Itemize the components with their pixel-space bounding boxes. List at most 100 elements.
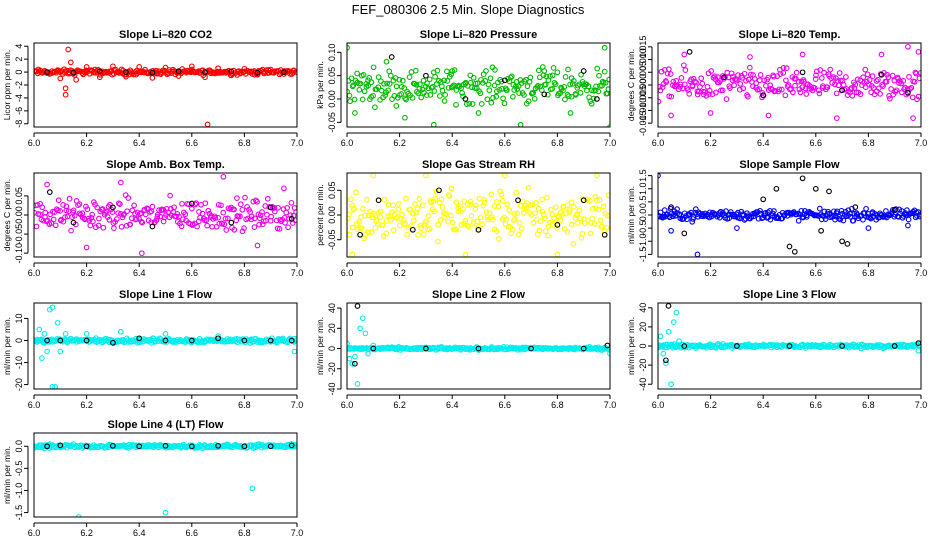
plot-frame xyxy=(346,302,611,390)
panel-title: Slope Line 4 (LT) Flow xyxy=(108,419,224,431)
band-point xyxy=(699,80,706,87)
band-point xyxy=(432,73,438,80)
band-point xyxy=(727,85,733,91)
band-point xyxy=(446,193,453,199)
band-point xyxy=(539,196,546,203)
black-point xyxy=(423,345,429,352)
band-point xyxy=(268,213,274,220)
band-point xyxy=(386,81,393,87)
band-point xyxy=(889,72,896,79)
band-point xyxy=(771,208,777,214)
band-point xyxy=(124,208,130,215)
band-point xyxy=(605,192,610,199)
y-tick-label: 40 xyxy=(327,303,337,313)
band-point xyxy=(133,216,140,222)
data-point xyxy=(541,68,548,74)
band-point xyxy=(530,220,537,226)
data-point xyxy=(149,75,156,81)
points-layer xyxy=(34,304,297,389)
x-tick-label: 6.4 xyxy=(757,400,770,410)
x-tick-label: 6.6 xyxy=(186,400,199,410)
band-point xyxy=(862,66,869,73)
band-point xyxy=(811,85,818,91)
band-point xyxy=(565,66,571,73)
band-point xyxy=(222,215,229,222)
band-point xyxy=(544,91,551,98)
band-point xyxy=(488,99,495,106)
band-point xyxy=(142,211,149,218)
band-point xyxy=(883,78,890,85)
plot-frame xyxy=(33,432,298,518)
x-tick-label: 6.2 xyxy=(393,138,406,148)
band-point xyxy=(594,65,601,72)
band-point xyxy=(121,211,127,217)
band-point xyxy=(115,210,121,216)
x-tick-label: 6.6 xyxy=(186,138,199,148)
band-point xyxy=(728,70,735,77)
band-point xyxy=(547,73,553,79)
data-point xyxy=(747,54,753,60)
band-point xyxy=(812,76,819,82)
x-tick-label: 6.6 xyxy=(499,138,512,148)
black-point xyxy=(663,357,669,364)
band-point xyxy=(118,223,125,230)
band-point xyxy=(70,207,77,214)
band-point xyxy=(813,72,819,79)
data-point xyxy=(49,304,56,311)
black-point xyxy=(136,443,143,450)
y-tick-label: -0.05 xyxy=(327,112,337,133)
data-point xyxy=(83,64,90,70)
band-point xyxy=(76,201,83,207)
band-point xyxy=(358,225,365,232)
band-point xyxy=(866,77,873,83)
band-point xyxy=(125,195,132,201)
band-point xyxy=(537,218,544,224)
band-point xyxy=(372,213,379,219)
data-point xyxy=(215,65,221,72)
y-tick-label: 0.0 xyxy=(14,440,24,453)
band-point xyxy=(256,215,263,221)
black-point xyxy=(580,197,587,204)
band-point xyxy=(589,215,596,222)
band-point xyxy=(498,78,505,85)
band-point xyxy=(406,74,413,80)
black-point xyxy=(891,343,898,349)
main-title: FEF_080306 2.5 Min. Slope Diagnostics xyxy=(352,2,585,17)
band-point xyxy=(525,98,532,105)
x-tick-label: 6.2 xyxy=(704,138,717,148)
band-point xyxy=(194,223,200,230)
x-tick-label: 6.0 xyxy=(341,268,354,278)
band-point xyxy=(231,226,238,233)
band-point xyxy=(726,215,733,221)
band-point xyxy=(182,211,189,218)
black-point xyxy=(681,230,688,237)
plot-frame xyxy=(33,302,298,390)
band-point xyxy=(401,85,408,91)
black-point xyxy=(254,69,261,76)
band-point xyxy=(380,233,387,239)
data-point xyxy=(665,328,672,335)
points-layer xyxy=(34,173,297,257)
plot-frame xyxy=(33,172,298,258)
band-point xyxy=(491,82,498,89)
band-point xyxy=(568,221,575,228)
band-point xyxy=(836,70,843,76)
y-axis-label: ml/min per min. xyxy=(626,186,636,244)
band-point xyxy=(284,205,290,211)
band-point xyxy=(542,81,549,88)
band-point xyxy=(597,217,604,224)
black-point xyxy=(215,442,221,449)
band-point xyxy=(292,217,297,224)
black-point xyxy=(501,77,508,84)
band-point xyxy=(735,209,741,216)
band-point xyxy=(513,190,520,196)
black-point xyxy=(799,69,806,76)
band-point xyxy=(62,214,68,220)
y-tick-label: 1.0 xyxy=(638,182,648,195)
band-point xyxy=(572,92,579,98)
band-point xyxy=(237,213,243,220)
band-point xyxy=(776,86,783,93)
band-point xyxy=(372,224,379,231)
band-point xyxy=(498,191,505,198)
